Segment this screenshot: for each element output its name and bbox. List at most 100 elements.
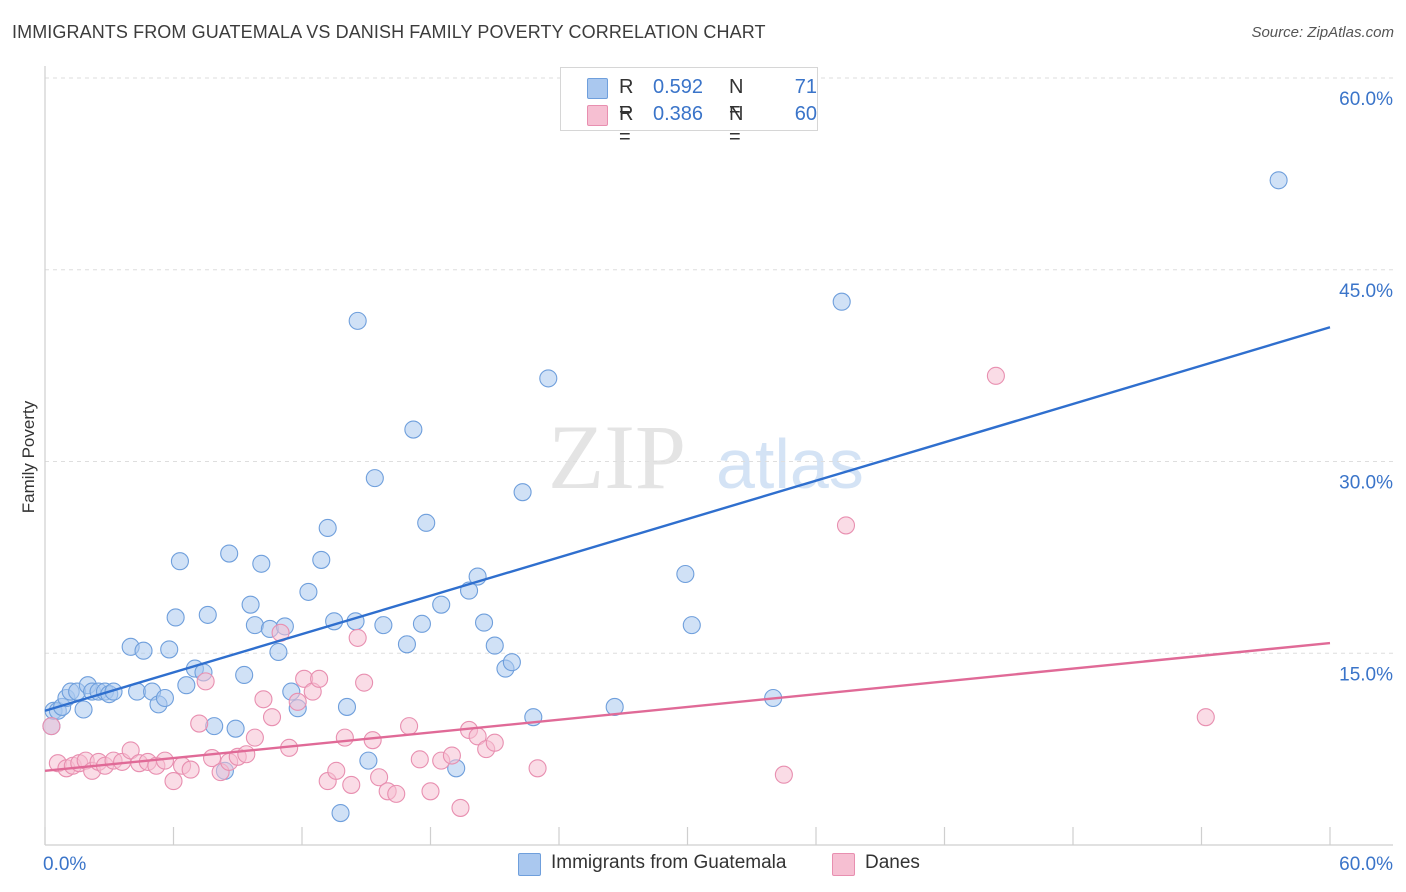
legend-r-value: 0.592 (653, 76, 704, 98)
y-tick-label: 60.0% (1339, 89, 1393, 110)
data-point-guatemala (676, 564, 695, 584)
data-point-guatemala (485, 636, 504, 655)
source-credit: Source: ZipAtlas.com (1251, 24, 1394, 41)
data-point-guatemala (348, 311, 367, 330)
y-tick-label: 45.0% (1339, 281, 1393, 302)
trend-line-danes (44, 641, 1331, 773)
data-point-danes (485, 733, 504, 752)
data-point-danes (254, 690, 273, 709)
series-danes (42, 366, 1215, 817)
data-point-danes (164, 772, 183, 791)
data-point-guatemala (252, 554, 271, 573)
data-point-guatemala (432, 595, 451, 614)
y-tick-label: 30.0% (1339, 473, 1393, 494)
data-point-danes (528, 759, 547, 778)
data-point-danes (245, 728, 264, 747)
chart-title: IMMIGRANTS FROM GUATEMALA VS DANISH FAMI… (12, 22, 766, 42)
data-point-danes (262, 708, 282, 727)
data-point-guatemala (312, 550, 331, 569)
data-point-danes (1196, 708, 1215, 727)
data-point-guatemala (1269, 171, 1288, 190)
watermark-atlas: atlas (716, 425, 864, 503)
data-point-danes (363, 731, 382, 750)
data-point-guatemala (269, 642, 288, 662)
y-axis-label: Family Poverty (19, 400, 38, 513)
data-point-guatemala (104, 682, 123, 701)
data-point-guatemala (502, 653, 521, 672)
data-point-guatemala (374, 616, 393, 635)
data-point-danes (342, 775, 361, 794)
x-tick-label: 0.0% (43, 854, 86, 875)
data-point-guatemala (397, 635, 416, 654)
data-point-guatemala (404, 420, 423, 439)
data-point-guatemala (177, 676, 196, 695)
data-point-danes (181, 760, 200, 779)
data-point-guatemala (682, 616, 701, 635)
data-point-guatemala (134, 641, 153, 660)
data-point-danes (451, 798, 470, 817)
axes (44, 66, 1393, 846)
legend-swatch-blue (587, 78, 608, 99)
x-tick-label: 60.0% (1339, 854, 1393, 875)
data-point-danes (836, 516, 856, 535)
data-point-guatemala (166, 608, 185, 627)
legend-r-label: R = (619, 76, 634, 121)
bottom-legend-swatch-pink (832, 853, 855, 876)
data-point-guatemala (539, 369, 558, 388)
data-point-danes (190, 714, 209, 733)
data-point-guatemala (245, 616, 264, 635)
watermark-zip: ZIP (548, 406, 686, 508)
data-point-guatemala (170, 552, 189, 571)
data-point-guatemala (605, 697, 624, 716)
legend-r-value: 0.386 (653, 103, 704, 125)
data-point-guatemala (235, 665, 254, 685)
data-point-danes (442, 746, 461, 765)
data-point-danes (327, 761, 346, 780)
data-point-guatemala (220, 544, 239, 563)
data-point-guatemala (241, 595, 260, 614)
data-point-danes (774, 765, 793, 784)
data-point-guatemala (331, 803, 350, 823)
data-point-danes (355, 673, 374, 692)
bottom-legend-label: Immigrants from Guatemala (551, 852, 787, 873)
data-point-guatemala (226, 719, 245, 738)
data-point-danes (986, 366, 1005, 385)
legend-n-value: 71 (794, 76, 817, 98)
legend-swatch-pink (587, 105, 608, 126)
bottom-legend-label: Danes (865, 852, 920, 873)
data-point-danes (42, 717, 61, 736)
data-point-guatemala (832, 292, 851, 311)
gridlines (45, 77, 1393, 654)
legend-n-label: N = (729, 103, 744, 148)
data-point-guatemala (205, 717, 224, 736)
data-point-guatemala (155, 688, 174, 708)
data-point-guatemala (412, 614, 431, 633)
x-tick-labels: 0.0% 60.0% (43, 854, 1393, 875)
data-point-guatemala (299, 582, 318, 601)
legend-n-label: N = (729, 76, 744, 121)
data-point-danes (421, 782, 440, 801)
data-point-danes (121, 741, 140, 760)
data-point-danes (237, 745, 256, 764)
data-point-guatemala (417, 513, 436, 532)
data-point-danes (410, 750, 429, 769)
data-point-guatemala (359, 751, 378, 770)
y-tick-label: 15.0% (1339, 664, 1393, 685)
y-tick-labels: 15.0% 30.0% 45.0% 60.0% (1339, 89, 1393, 685)
data-point-guatemala (318, 518, 337, 538)
data-point-guatemala (160, 640, 179, 659)
legend-r-label: R = (619, 103, 634, 148)
data-point-guatemala (513, 483, 532, 502)
data-point-guatemala (198, 605, 217, 624)
data-point-danes (288, 692, 307, 711)
bottom-legend-swatch-blue (518, 853, 541, 876)
data-point-danes (196, 672, 215, 691)
data-point-danes (370, 768, 389, 787)
data-point-danes (400, 717, 419, 736)
correlation-legend: R = 0.592 N = 71 R = 0.386 N = 60 (560, 67, 818, 148)
data-point-guatemala (74, 700, 93, 719)
data-point-guatemala (474, 613, 494, 632)
data-point-danes (348, 628, 367, 647)
data-point-danes (335, 728, 354, 747)
data-point-guatemala (365, 469, 384, 488)
